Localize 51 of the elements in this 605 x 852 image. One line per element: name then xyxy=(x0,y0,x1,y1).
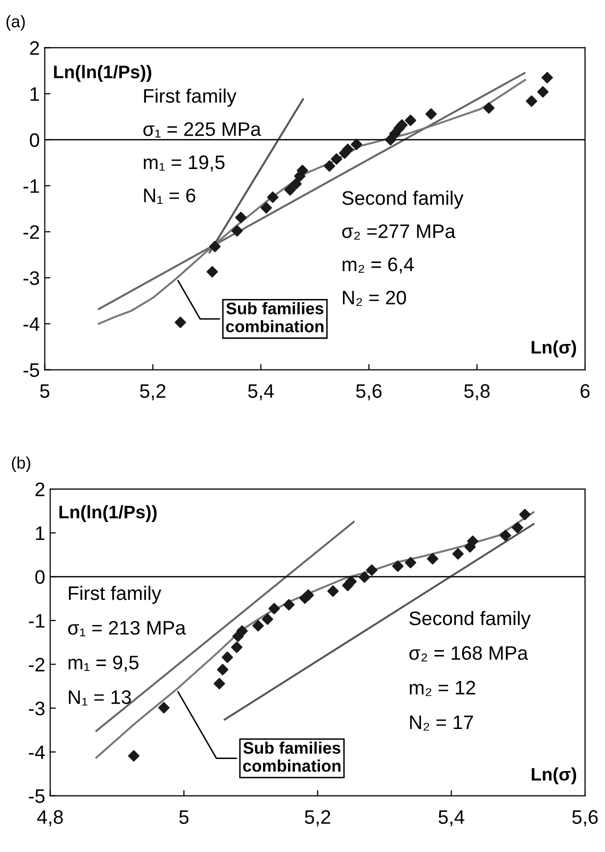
annotation: Sub families combination xyxy=(226,302,324,332)
y-tick-label: -5 xyxy=(28,789,45,804)
x-tick-label: 4,8 xyxy=(37,810,63,826)
x-tick-label: 6 xyxy=(580,384,590,398)
x-tick-label: 5,6 xyxy=(572,810,598,826)
x-tick-label: 5 xyxy=(40,384,50,398)
y-tick-label: -1 xyxy=(28,614,44,628)
x-tick-label: 5,4 xyxy=(438,810,464,826)
annotation: N₂ = 20 xyxy=(342,290,406,306)
x-axis-title: Ln(σ) xyxy=(532,767,576,784)
x-tick-label: 5,2 xyxy=(140,384,166,400)
y-tick-label: -3 xyxy=(28,702,44,716)
x-tick-label: 5,6 xyxy=(356,384,382,400)
annotation: N₁ = 6 xyxy=(144,188,196,204)
y-tick-label: -5 xyxy=(23,363,40,378)
annotation: m₂ = 12 xyxy=(410,680,476,696)
annotation: m₁ = 19,5 xyxy=(144,155,225,172)
y-tick-label: 0 xyxy=(35,570,45,584)
annotation: N₁ = 13 xyxy=(68,690,131,706)
annotation: σ₁ = 225 MPa xyxy=(143,122,262,138)
annotation: m₁ = 9,5 xyxy=(68,656,138,672)
annotation: σ₂ = 168 MPa xyxy=(409,646,528,662)
annotation: Sub families combination xyxy=(243,742,340,772)
y-tick-label: -4 xyxy=(23,317,40,331)
y-tick-label: -1 xyxy=(23,179,39,193)
y-tick-label: 2 xyxy=(36,482,44,496)
annotation: Second family xyxy=(342,190,464,209)
x-axis-title: Ln(σ) xyxy=(532,340,576,358)
chart-title: (a) xyxy=(6,15,25,31)
x-tick-label: 5,8 xyxy=(464,384,490,400)
x-tick-label: 5,2 xyxy=(304,810,330,826)
y-tick-label: -2 xyxy=(23,225,39,239)
x-tick-label: 5,4 xyxy=(248,384,274,400)
y-tick-label: -3 xyxy=(23,271,40,285)
y-tick-label: 0 xyxy=(30,133,40,147)
y-tick-label: 1 xyxy=(36,526,44,540)
y-tick-label: -4 xyxy=(28,746,45,759)
annotation: σ₂ =277 MPa xyxy=(342,224,456,240)
annotation: m₂ = 6,4 xyxy=(342,258,414,274)
y-tick-label: -2 xyxy=(28,658,44,672)
annotation: First family xyxy=(144,88,236,107)
x-tick-label: 5 xyxy=(179,810,189,824)
y-tick-label: 2 xyxy=(30,41,39,55)
annotation: σ₁ = 213 MPa xyxy=(68,620,186,636)
annotation: Second family xyxy=(409,610,531,630)
y-axis-title: Ln(ln(1/Ps)) xyxy=(59,505,157,522)
y-tick-label: 1 xyxy=(30,87,39,101)
annotation: First family xyxy=(68,586,162,604)
y-axis-title: Ln(ln(1/Ps)) xyxy=(54,65,152,82)
chart-title: (b) xyxy=(12,456,30,472)
annotation: N₂ = 17 xyxy=(410,716,473,731)
